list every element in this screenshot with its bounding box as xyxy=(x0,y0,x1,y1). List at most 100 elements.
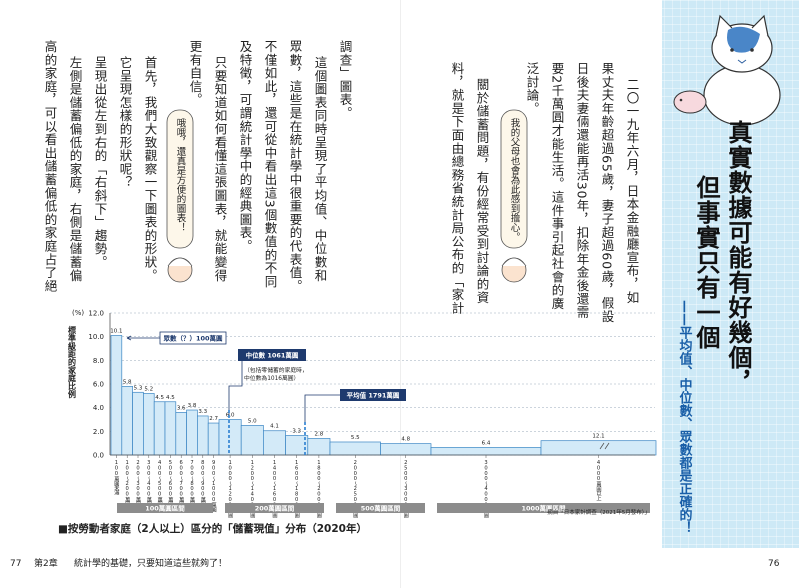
body-column: 及特徵，可謂統計學中的經典圖表。 xyxy=(238,40,253,253)
median-label: 中位數 1061萬圓 xyxy=(246,351,299,360)
y-tick-label: 12.0 xyxy=(88,310,104,318)
value-label: 5.8 xyxy=(123,379,132,385)
x-tick-label: 1400～1600萬圓 xyxy=(272,460,278,519)
x-tick-label: 700～800萬圓 xyxy=(189,460,195,508)
value-label: 4.1 xyxy=(270,424,279,430)
median-box xyxy=(238,349,306,361)
body-column: 料，就是下面由總務省統計局公布的「家計 xyxy=(450,62,465,315)
x-tick-label: 1200～1400萬圓 xyxy=(249,460,255,519)
body-column: 果丈夫年齡超過65歲，妻子超過60歲，假設 xyxy=(600,62,615,323)
axis-break xyxy=(599,442,610,450)
bar xyxy=(132,391,144,456)
x-tick-label: 100萬圓未滿 xyxy=(113,460,119,497)
group-label: 500萬圓區間 xyxy=(361,504,401,513)
median-note: 中位數為1016萬圓） xyxy=(244,374,299,382)
bar xyxy=(121,386,133,456)
group-box xyxy=(336,503,425,513)
bar xyxy=(110,335,123,456)
x-tick-label: 400～500萬圓 xyxy=(157,460,163,508)
caption: ■按勞動者家庭（2人以上）區分的「儲蓄現值」分布（2020年） xyxy=(58,522,367,535)
x-tick-label: 100～200萬圓 xyxy=(124,460,130,508)
value-label: 5.3 xyxy=(134,385,143,391)
body-column: 更有自信。 xyxy=(188,40,203,107)
body-column: 眾數，這些是在統計學中很重要的代表值。 xyxy=(288,40,303,293)
bar xyxy=(240,425,264,456)
hair xyxy=(501,257,527,267)
bar xyxy=(307,438,331,456)
median-note: （包括零儲蓄的家庭時， xyxy=(244,366,308,374)
x-tick-label: 4000萬圓以上 xyxy=(596,460,602,501)
x-tick-label: 2000～2500萬圓 xyxy=(352,460,358,519)
body-column: 不僅如此，還可從中看出這3個數值的不同 xyxy=(263,40,278,288)
body-column: 調查」圖表。 xyxy=(338,40,353,120)
x-tick-label: 1800～2000萬圓 xyxy=(316,460,322,519)
sidebar xyxy=(662,0,799,548)
value-label: 2.8 xyxy=(315,431,324,437)
chapter-title: 統計學的基礎，只要知道這些就夠了！ xyxy=(74,557,227,569)
body-column: 呈現出從左到右的「右斜下」趨勢。 xyxy=(93,56,108,269)
body-column: 左側是儲蓄偏低的家庭，右側是儲蓄偏 xyxy=(68,55,83,282)
value-label: 3.3 xyxy=(292,428,301,434)
bar xyxy=(186,409,198,456)
mean-box xyxy=(340,389,406,401)
x-tick-label: 300～400萬圓 xyxy=(146,460,152,508)
y-tick-label: 8.0 xyxy=(93,357,104,365)
group-box xyxy=(117,503,213,513)
value-label: 5.2 xyxy=(144,386,153,392)
mode-arrow xyxy=(126,335,160,341)
cat-illustration xyxy=(673,14,781,126)
body-column: 首先，我們大致觀察一下圖表的形狀。 xyxy=(143,56,158,282)
value-label: 5.5 xyxy=(351,435,360,441)
x-tick-label: 1600～1800萬圓 xyxy=(294,460,300,519)
x-tick-label: 2500～3000萬圓 xyxy=(403,460,409,519)
value-label: 3.8 xyxy=(188,403,197,409)
value-label: 4.8 xyxy=(401,437,410,443)
speech-bubble xyxy=(500,109,528,249)
speech-bubble xyxy=(166,109,194,249)
body-column: 日後夫妻倆還能再活30年，扣除年金後還需 xyxy=(575,62,590,319)
bubble-text: 我的父母也會為此感到擔心。 xyxy=(509,118,521,242)
x-tick-label: 600～700萬圓 xyxy=(178,460,184,508)
body-column: 泛討論。 xyxy=(525,62,540,115)
page-number: 77 xyxy=(10,559,21,569)
x-tick-label: 900～1000萬圓 xyxy=(211,460,217,514)
bar xyxy=(197,415,209,456)
median-pointer xyxy=(228,361,243,416)
y-tick-label: 10.0 xyxy=(88,333,104,341)
value-label: 3.6 xyxy=(177,405,186,411)
bar xyxy=(263,430,286,456)
bar xyxy=(329,441,381,456)
body-column: 這個圖表同時呈現了平均值、中位數和 xyxy=(313,55,328,282)
bar xyxy=(164,401,177,456)
bar xyxy=(175,412,187,456)
mean-label: 平均值 1791萬圓 xyxy=(347,391,400,400)
bar xyxy=(207,422,220,456)
value-label: 12.1 xyxy=(592,434,604,440)
body-column: 關於儲蓄問題，有份經常受到討論的資 xyxy=(475,78,490,304)
hair xyxy=(167,257,193,267)
bubble-text: 哦哦，還真是方便的圖表！ xyxy=(175,117,187,232)
bar xyxy=(430,447,542,456)
x-tick-label: 800～900萬圓 xyxy=(200,460,206,508)
gutter xyxy=(400,0,401,588)
x-tick-label: 3000～4000萬圓 xyxy=(483,460,489,519)
value-label: 2.7 xyxy=(209,416,218,422)
body-column: 高的家庭，可以看出儲蓄偏低的家庭占了絕 xyxy=(43,39,58,293)
body-column: 只要知道如何看懂這張圖表，就能變得 xyxy=(213,56,228,282)
value-label: 10.1 xyxy=(110,328,122,334)
y-tick-label: 2.0 xyxy=(93,428,104,436)
sidebar-title: 但事實只有一個 xyxy=(692,175,721,350)
value-label: 5.0 xyxy=(248,418,257,424)
y-axis-label: 標準級距的家庭比例 xyxy=(67,325,77,399)
body-column: 二〇一九年六月，日本金融廳宣布，如 xyxy=(625,78,640,304)
y-unit: (%) xyxy=(72,309,84,317)
body-column: 它呈現怎樣的形狀呢？ xyxy=(118,55,133,189)
x-tick-label: 500～600萬圓 xyxy=(167,460,173,508)
y-tick-label: 0.0 xyxy=(93,452,104,460)
bar xyxy=(218,419,242,456)
group-label: 100萬圓區間 xyxy=(145,504,185,513)
value-label: 3.3 xyxy=(198,409,207,415)
mode-label: 眾數（？）100萬圓 xyxy=(162,334,223,343)
value-label: 4.5 xyxy=(166,395,175,401)
